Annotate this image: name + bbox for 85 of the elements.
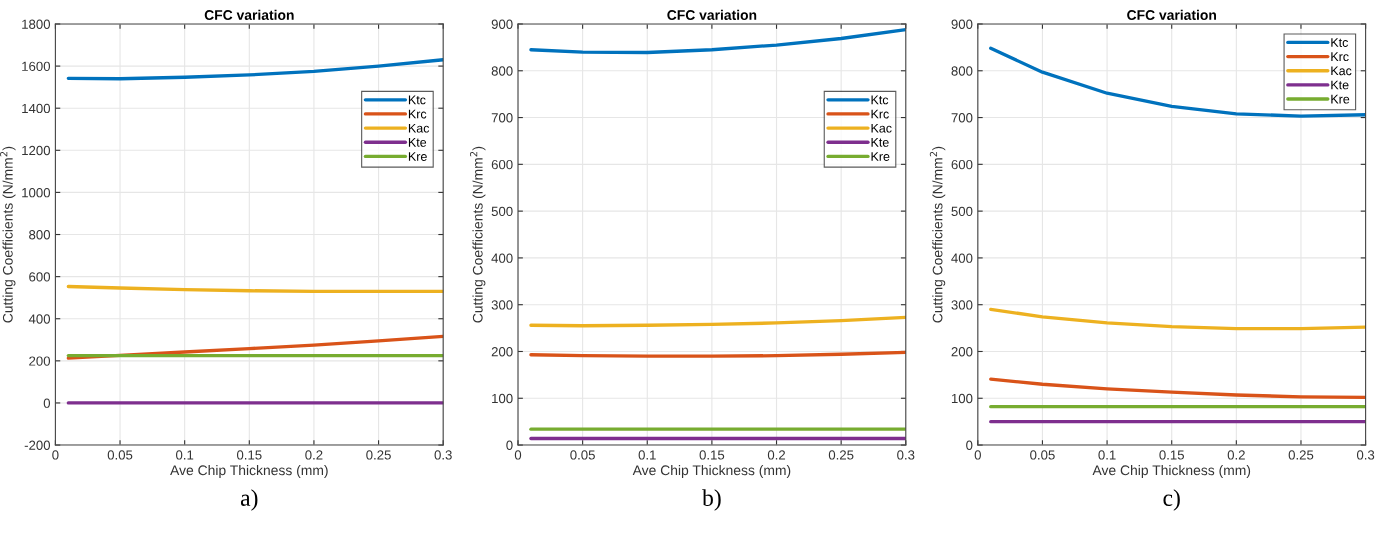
legend-label: Kte	[408, 138, 427, 147]
y-tick-label: 200	[491, 347, 513, 357]
y-tick-label: 100	[492, 393, 513, 404]
text: a)	[240, 489, 258, 511]
x-tick-label: 0	[974, 450, 981, 460]
x-tick-label: 0.15	[699, 450, 725, 460]
y-tick-label: 300	[491, 300, 513, 310]
x-tick-label: 0.3	[897, 450, 915, 460]
text: c)	[1163, 489, 1180, 511]
legend-label: Kre	[1331, 94, 1350, 104]
y-tick-label: 600	[951, 159, 973, 170]
y-tick-label: 500	[491, 206, 513, 217]
y-tick-label: 900	[491, 19, 513, 29]
y-tick-label: 200	[951, 347, 973, 357]
y-tick-label: 0	[506, 440, 513, 450]
y-tick-label: 400	[28, 314, 51, 324]
x-tick-label: 0.1	[638, 450, 656, 460]
x-tick-label: 0.25	[1288, 450, 1314, 460]
y-axis-title: Cutting Coefficients (N/mm$^{2}$)	[470, 146, 486, 323]
line-series	[66, 58, 444, 81]
x-tick-label: 0.25	[366, 450, 391, 460]
x-tick-label: 0.2	[1227, 450, 1245, 460]
y-tick-label: 700	[951, 113, 973, 123]
y-tick-label: 1200	[22, 145, 51, 156]
x-axis-title: Ave Chip Thickness (mm)	[632, 464, 791, 478]
chart-title: CFC variation	[1127, 9, 1216, 20]
y-tick-label: 800	[29, 230, 51, 240]
y-tick-label: 300	[951, 300, 973, 310]
x-tick-label: 0.2	[767, 450, 786, 460]
y-tick-label: 500	[951, 206, 973, 217]
y-tick-label: 700	[491, 113, 513, 123]
line-series	[529, 27, 906, 55]
x-tick-label: 0	[52, 450, 59, 460]
x-axis-title: Ave Chip Thickness (mm)	[170, 464, 328, 478]
x-tick-label: 0.2	[305, 450, 323, 460]
y-tick-label: 0	[43, 398, 51, 408]
legend-label: Krc	[408, 109, 427, 119]
line-series	[989, 377, 1366, 399]
x-tick-label: 0.05	[570, 450, 595, 460]
legend-label: Krc	[871, 109, 889, 119]
y-axis-title: Cutting Coefficients (N/mm$^{2}$)	[0, 146, 16, 323]
y-tick-label: -200	[24, 440, 51, 450]
x-tick-label: 0.3	[1356, 450, 1375, 460]
legend-label: Kac	[871, 123, 892, 133]
legend-label: Kte	[871, 138, 889, 147]
y-tick-label: 1800	[22, 19, 51, 29]
y-tick-label: 1600	[22, 61, 51, 71]
x-tick-label: 0.15	[236, 450, 262, 460]
chart-title: CFC variation	[204, 9, 294, 20]
x-tick-label: 0.05	[107, 450, 133, 460]
line-series	[529, 315, 906, 328]
line-series	[989, 46, 1366, 118]
x-tick-label: 0.15	[1159, 450, 1184, 460]
legend-label: Ktc	[871, 95, 889, 105]
x-tick-label: 0.1	[176, 450, 194, 460]
y-tick-label: 600	[29, 272, 51, 282]
legend-label: Ktc	[1331, 38, 1349, 47]
legend-label: Krc	[1331, 52, 1349, 62]
y-tick-label: 900	[951, 19, 973, 29]
x-tick-label: 0.3	[434, 450, 452, 460]
x-tick-label: 0.05	[1030, 450, 1055, 460]
x-axis-title: Ave Chip Thickness (mm)	[1092, 464, 1251, 478]
legend-label: Kac	[1331, 66, 1352, 76]
legend-label: Kre	[871, 152, 890, 161]
text: b)	[702, 489, 721, 511]
legend-label: Kac	[408, 123, 430, 133]
line-series	[989, 307, 1366, 331]
y-tick-label: 100	[951, 393, 973, 404]
y-tick-label: 400	[491, 253, 513, 263]
chart-title: CFC variation	[667, 9, 757, 20]
y-tick-label: 600	[491, 159, 513, 170]
legend-label: Kte	[1331, 80, 1349, 90]
x-tick-label: 0.25	[828, 450, 854, 460]
x-tick-label: 0.1	[1098, 450, 1116, 460]
x-tick-label: 0	[514, 450, 522, 460]
y-tick-label: 800	[491, 66, 513, 76]
y-tick-label: 200	[29, 356, 51, 366]
y-tick-label: 800	[951, 66, 973, 76]
y-tick-label: 400	[951, 253, 973, 263]
legend-label: Kre	[408, 152, 427, 161]
y-axis-title: Cutting Coefficients (N/mm$^{2}$)	[929, 146, 946, 323]
y-tick-label: 1400	[22, 103, 51, 114]
legend-label: Ktc	[408, 95, 426, 105]
y-tick-label: 1000	[22, 187, 51, 198]
y-tick-label: 0	[966, 440, 973, 450]
